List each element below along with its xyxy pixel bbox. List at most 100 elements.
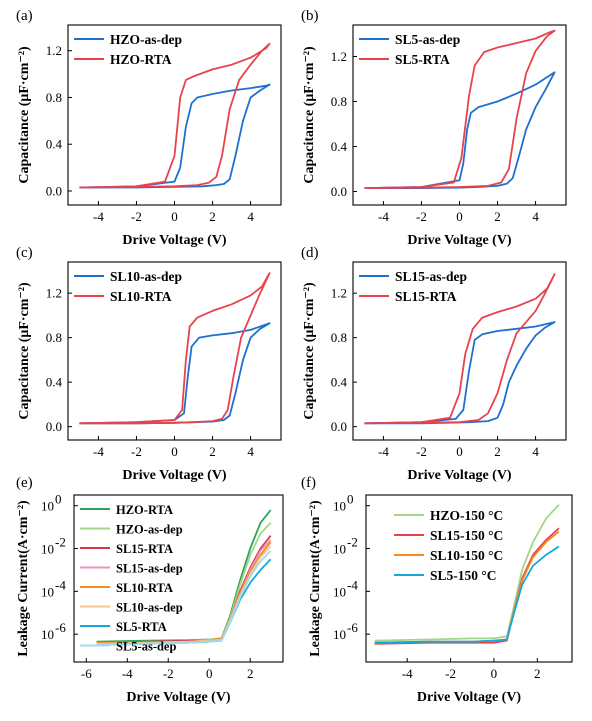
x-tick-label: -4 <box>93 209 104 224</box>
x-tick-label: 2 <box>247 666 254 681</box>
legend-label: SL15-150 °C <box>430 528 503 543</box>
y-tick: 10 0 <box>333 492 370 514</box>
legend-label: SL15-as-dep <box>395 269 467 284</box>
legend-label: HZO-as-dep <box>116 523 183 537</box>
panel-b: (b) -4 -2 0 2 4 0.0 0.4 0.8 1.2 Drive Voltage (V) C… <box>301 8 567 248</box>
y-tick: 10 -4 <box>41 577 78 599</box>
legend: HZO-RTA HZO-as-dep SL15-RTA SL15-as-dep SL10… <box>80 503 183 654</box>
panel-label: (c) <box>16 245 33 261</box>
y-tick-label: 0.8 <box>331 94 347 109</box>
x-tick-label: 2 <box>494 209 501 224</box>
x-tick: -6 <box>81 658 92 681</box>
y-tick: 1.2 <box>46 43 72 58</box>
legend-label: SL10-as-dep <box>110 269 182 284</box>
legend-label: HZO-RTA <box>110 52 172 67</box>
y-tick: 0.8 <box>46 330 72 345</box>
y-tick: 10 -6 <box>333 620 370 642</box>
axes-frame <box>365 494 573 663</box>
y-tick-label: 1.2 <box>46 286 62 301</box>
y-tick: 0.0 <box>46 183 72 198</box>
x-tick-label: -2 <box>416 209 427 224</box>
x-tick: -4 <box>402 658 413 681</box>
y-tick-label: 0.0 <box>331 419 347 434</box>
x-tick-label: -2 <box>445 666 456 681</box>
x-tick-label: 0 <box>171 209 178 224</box>
y-axis-label: Capacitance (μF·cm⁻²) <box>302 46 317 184</box>
y-tick: 10 0 <box>41 492 78 514</box>
legend-label: SL5-as-dep <box>395 32 460 47</box>
x-tick: -2 <box>445 658 456 681</box>
y-tick: 10 -2 <box>41 535 78 557</box>
legend-label: SL15-as-dep <box>116 562 183 576</box>
legend-label: HZO-as-dep <box>110 32 182 47</box>
legend-label: SL15-RTA <box>395 289 457 304</box>
series-group <box>364 273 556 425</box>
y-tick: 0.4 <box>331 139 357 154</box>
series-line-sl5-150-c <box>374 545 560 644</box>
legend-label: SL5-as-dep <box>116 640 176 654</box>
legend-label: SL5-150 °C <box>430 568 497 583</box>
panel-label: (b) <box>301 8 319 24</box>
y-tick: 1.2 <box>46 286 72 301</box>
y-tick-exponent: -6 <box>347 620 358 635</box>
x-tick-label: 4 <box>532 444 539 459</box>
y-axis-label: Capacitance (μF·cm⁻²) <box>17 46 32 184</box>
series-line-sl5-rta <box>364 29 556 189</box>
x-tick-label: 2 <box>209 209 216 224</box>
y-tick-exponent: -6 <box>55 620 66 635</box>
y-tick-label: 10 <box>41 499 54 514</box>
x-tick-label: 4 <box>532 209 539 224</box>
x-tick: -2 <box>416 436 427 459</box>
x-tick-label: -4 <box>378 209 389 224</box>
x-tick-label: -4 <box>122 666 133 681</box>
x-axis-label: Drive Voltage (V) <box>407 233 512 248</box>
x-tick: 0 <box>171 436 178 459</box>
y-tick-label: 0.8 <box>46 90 62 105</box>
axes-frame <box>67 261 282 441</box>
legend-label: SL15-RTA <box>116 542 173 556</box>
y-tick: 0.8 <box>46 90 72 105</box>
y-tick: 1.2 <box>331 49 357 64</box>
y-tick-label: 0.4 <box>331 375 348 390</box>
y-tick-label: 0.8 <box>46 330 62 345</box>
x-tick: -4 <box>378 201 389 224</box>
x-tick-label: 0 <box>171 444 178 459</box>
y-tick: 0.8 <box>331 330 357 345</box>
axes-frame <box>67 24 282 206</box>
y-tick-label: 1.2 <box>331 286 347 301</box>
x-tick-label: 4 <box>247 444 254 459</box>
y-tick-exponent: -4 <box>55 577 66 592</box>
x-tick: -2 <box>131 201 142 224</box>
x-tick-label: -4 <box>93 444 104 459</box>
legend: SL5-as-dep SL5-RTA <box>359 32 460 67</box>
y-tick-label: 0.0 <box>46 183 62 198</box>
x-tick: 2 <box>209 436 216 459</box>
y-tick: 0.4 <box>46 375 72 390</box>
series-group <box>374 503 560 645</box>
y-tick-label: 10 <box>333 627 346 642</box>
x-tick: -4 <box>93 436 104 459</box>
series-line-sl15-rta <box>364 273 556 425</box>
x-axis-label: Drive Voltage (V) <box>417 690 522 705</box>
y-tick-exponent: -4 <box>347 577 358 592</box>
x-tick-label: 0 <box>491 666 498 681</box>
y-tick: 0.8 <box>331 94 357 109</box>
y-tick-exponent: 0 <box>55 492 62 507</box>
x-tick: -2 <box>163 658 174 681</box>
y-tick-exponent: 0 <box>347 492 354 507</box>
series-group <box>79 272 271 425</box>
x-tick: 4 <box>247 436 254 459</box>
x-tick-label: -4 <box>378 444 389 459</box>
legend-label: SL10-RTA <box>110 289 172 304</box>
x-tick: 0 <box>456 201 463 224</box>
y-tick: 10 -6 <box>41 620 78 642</box>
y-tick-label: 0.0 <box>46 419 62 434</box>
series-group <box>79 42 271 189</box>
x-tick-label: 0 <box>206 666 213 681</box>
y-tick-label: 0.0 <box>331 184 347 199</box>
x-tick: -2 <box>416 201 427 224</box>
x-tick-label: -2 <box>416 444 427 459</box>
panel-label: (a) <box>16 8 33 24</box>
